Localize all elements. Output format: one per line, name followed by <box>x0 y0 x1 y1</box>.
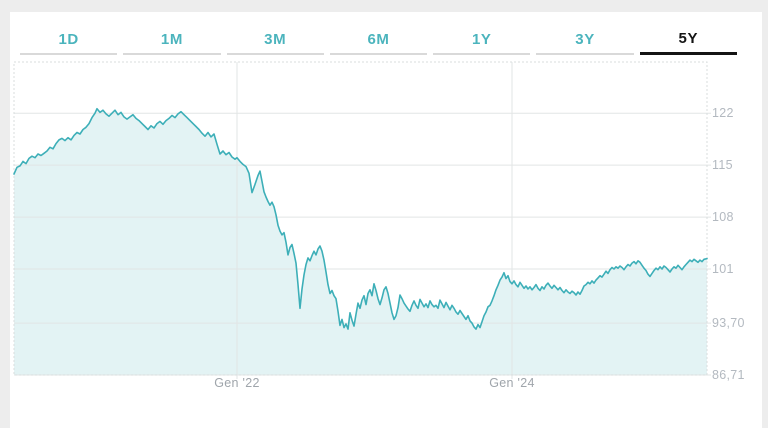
tab-3m[interactable]: 3M <box>226 12 324 55</box>
tab-5y[interactable]: 5Y <box>639 12 737 55</box>
tab-label-5y: 5Y <box>678 30 699 47</box>
tab-underline <box>639 52 737 55</box>
x-axis-label: Gen '24 <box>489 376 535 390</box>
tab-1m[interactable]: 1M <box>123 12 221 55</box>
tab-label-1m: 1M <box>160 31 183 48</box>
tab-underline <box>123 53 221 55</box>
tab-underline <box>20 53 118 55</box>
tab-label-3m: 3M <box>264 31 287 48</box>
tab-1y[interactable]: 1Y <box>433 12 531 55</box>
tab-1d[interactable]: 1D <box>20 12 118 55</box>
y-axis-label: 115 <box>712 158 733 173</box>
tab-6m[interactable]: 6M <box>329 12 428 55</box>
x-axis-label: Gen '22 <box>214 376 260 390</box>
tab-underline <box>536 53 634 55</box>
y-axis-label: 101 <box>712 261 734 276</box>
y-axis-label: 108 <box>712 210 734 225</box>
y-axis-label: 93,70 <box>712 316 745 331</box>
tab-label-1d: 1D <box>58 31 79 48</box>
tab-label-1y: 1Y <box>471 31 492 48</box>
tab-3y[interactable]: 3Y <box>536 12 634 55</box>
tab-underline <box>226 53 324 55</box>
tab-underline <box>329 53 428 55</box>
y-axis-label: 122 <box>712 106 734 121</box>
tab-underline <box>433 53 531 55</box>
chart-card: 1D 1M 3M 6M 1Y 3Y <box>10 12 762 428</box>
y-axis-label: 86,71 <box>712 368 745 382</box>
tab-label-6m: 6M <box>367 31 390 48</box>
tab-label-3y: 3Y <box>575 31 595 48</box>
timeframe-tabs: 1D 1M 3M 6M 1Y 3Y <box>20 12 737 55</box>
